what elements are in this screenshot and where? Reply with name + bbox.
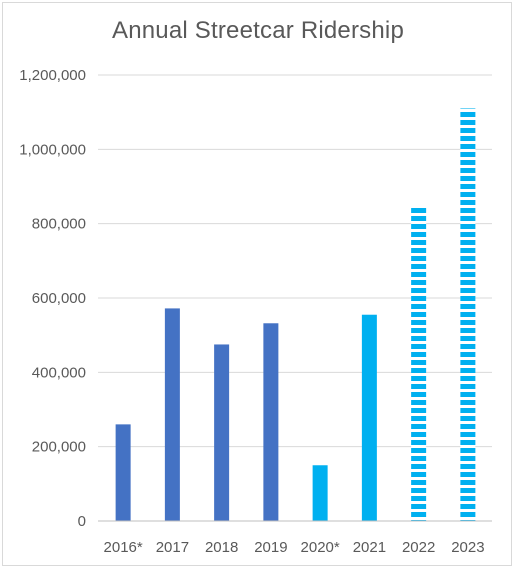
y-tick-label: 1,000,000: [19, 141, 86, 158]
bar-2021: [361, 314, 377, 521]
bar-2020-star: [312, 465, 328, 521]
bar-2016-star: [115, 424, 131, 521]
chart-frame: [2, 2, 512, 566]
x-tick-label: 2019: [254, 539, 287, 556]
chart-title: Annual Streetcar Ridership: [111, 17, 405, 44]
y-tick-label: 400,000: [32, 364, 86, 381]
x-tick-label: 2018: [205, 539, 238, 556]
bar-2022: [411, 205, 427, 522]
y-tick-label: 1,200,000: [19, 67, 86, 84]
x-tick-label: 2017: [156, 539, 189, 556]
gridlines: [98, 74, 492, 448]
bar-2023: [460, 108, 476, 521]
y-tick-label: 0: [78, 513, 86, 530]
x-tick-label: 2021: [353, 539, 386, 556]
x-tick-label: 2016*: [104, 539, 143, 556]
x-tick-label: 2022: [402, 539, 435, 556]
bar-2017: [164, 308, 180, 521]
bars: [115, 108, 476, 522]
y-tick-label: 600,000: [32, 290, 86, 307]
y-tick-label: 200,000: [32, 439, 86, 456]
x-axis-tick-labels: 2016* 2017 2018 2019 2020* 2021 2022 2023: [104, 539, 485, 556]
x-tick-label: 2023: [451, 539, 484, 556]
y-axis-tick-labels: 0 200,000 400,000 600,000 800,000 1,000,000 1,…: [19, 67, 86, 530]
x-tick-label: 2020*: [301, 539, 340, 556]
y-tick-label: 800,000: [32, 216, 86, 233]
bar-2019: [263, 323, 279, 521]
bar-2018: [214, 344, 230, 521]
